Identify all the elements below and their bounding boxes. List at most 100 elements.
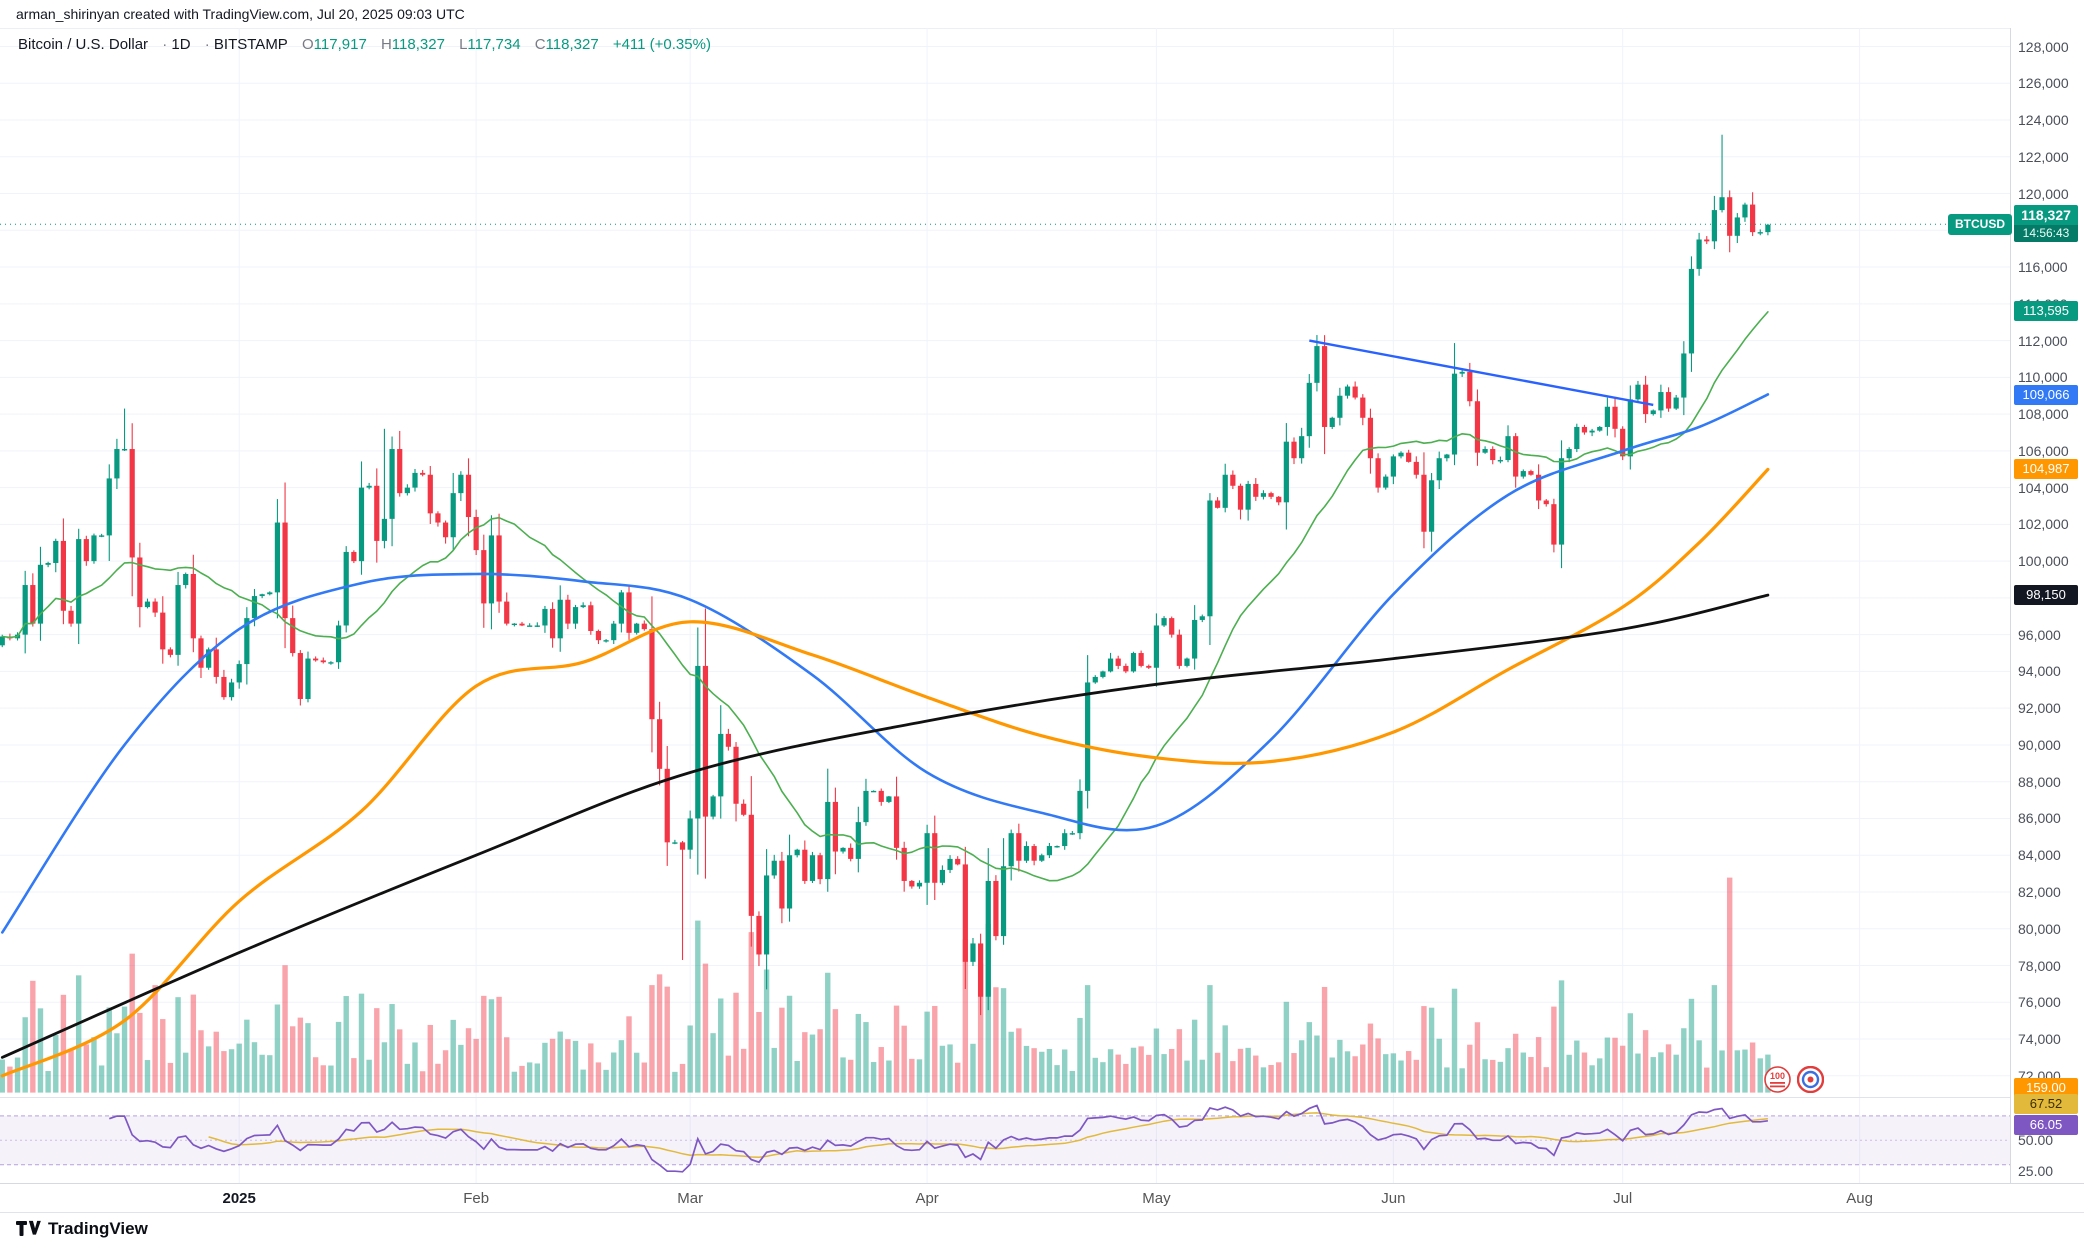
volume-bar [1474, 1022, 1481, 1093]
candle-body [947, 858, 953, 870]
volume-bar [656, 974, 663, 1093]
volume-bar [1390, 1053, 1397, 1093]
hundred-points-sticker-icon[interactable]: 100 [1764, 1066, 1791, 1093]
candle-body [1765, 224, 1771, 233]
volume-bar [1253, 1055, 1259, 1093]
candle-body [358, 487, 365, 562]
candle-body [1688, 268, 1695, 354]
price-tick: 80,000 [2018, 920, 2061, 937]
direct-hit-sticker-icon[interactable] [1796, 1065, 1825, 1094]
volume-bar [1497, 1061, 1504, 1093]
volume-bar [30, 980, 36, 1093]
volume-bar [1031, 1048, 1037, 1093]
trendline[interactable] [1309, 339, 1654, 407]
volume-bar [809, 1034, 816, 1093]
chart-canvas[interactable] [0, 0, 2010, 1183]
sma200-line[interactable] [0, 593, 1770, 1059]
volume-bar [572, 1040, 579, 1093]
candle-body [1635, 384, 1641, 400]
candle-body [779, 860, 785, 909]
volume-bar [542, 1042, 548, 1093]
candle-body [320, 660, 326, 663]
price-tick: 112,000 [2018, 332, 2068, 349]
candle-body [955, 858, 961, 865]
price-axis[interactable]: 128,000126,000124,000122,000120,000118,0… [2010, 28, 2084, 1183]
price-tick: 110,000 [2018, 369, 2068, 386]
volume-bar [1245, 1047, 1251, 1093]
symbol-legend: Bitcoin / U.S. Dollar · 1D · BITSTAMP O1… [18, 36, 711, 53]
candle-body [1352, 386, 1358, 398]
candle-body [1000, 866, 1007, 937]
volume-bar [1298, 1040, 1305, 1093]
candle-body [305, 658, 311, 699]
candle-body [1367, 417, 1374, 459]
candle-body [1299, 436, 1305, 459]
candle-body [878, 790, 884, 802]
candle-body [695, 665, 701, 819]
candle-body [932, 833, 938, 883]
candle-body [1268, 493, 1274, 497]
sma100-line[interactable] [0, 467, 1770, 1078]
volume-bar [267, 1055, 273, 1093]
volume-bar [1115, 1054, 1121, 1093]
exchange-label: BITSTAMP [213, 36, 288, 53]
volume-bar [993, 987, 999, 1093]
volume-bar [374, 1008, 380, 1093]
candle-body [1704, 239, 1710, 242]
rsi-tick: 25.00 [2018, 1163, 2054, 1179]
sma50-line[interactable] [0, 393, 1770, 934]
candle-body [351, 551, 357, 562]
legend-separator: · [162, 36, 168, 53]
rsi-pane[interactable] [109, 1104, 1769, 1173]
tradingview-logo-icon[interactable] [16, 1219, 42, 1244]
volume-bar [98, 1065, 105, 1093]
volume-bar [190, 994, 197, 1093]
volume-bar [343, 996, 349, 1093]
volume-bar [1314, 1035, 1320, 1093]
candles[interactable] [0, 134, 1771, 1016]
volume-bar [649, 985, 655, 1093]
volume-bar [1757, 1058, 1763, 1093]
volume-bar [1344, 1051, 1351, 1093]
tradingview-brand-text[interactable]: TradingView [48, 1219, 148, 1238]
time-axis[interactable]: 2025 Feb Mar Apr May Jun Jul Aug [0, 1183, 2084, 1213]
volume-bar [588, 1043, 594, 1093]
candle-body [274, 522, 281, 593]
volume-bar [1742, 1049, 1748, 1093]
legend-separator: · [204, 36, 210, 53]
price-tick: 88,000 [2018, 773, 2061, 790]
candle-body [618, 592, 624, 624]
volume-bar [1039, 1051, 1045, 1093]
volume-bar [557, 1031, 563, 1093]
symbol-title[interactable]: Bitcoin / U.S. Dollar [18, 36, 149, 53]
candle-body [1016, 833, 1022, 861]
volume-bar [1543, 1067, 1549, 1093]
candle-body [228, 682, 235, 698]
pane-divider[interactable] [0, 1097, 2084, 1098]
candle-body [534, 625, 540, 627]
volume-bar [1268, 1065, 1274, 1093]
candle-body [588, 605, 594, 631]
candle-body [1214, 500, 1221, 508]
volume-bar [832, 1009, 839, 1093]
volume-bar [297, 1017, 304, 1093]
interval-label[interactable]: 1D [171, 36, 191, 53]
volume-ma-label: 159.00 [2014, 1078, 2078, 1098]
volume-bar [1428, 1007, 1435, 1093]
volume-bar [45, 1071, 51, 1093]
volume-bar [1169, 1048, 1175, 1093]
price-tick: 120,000 [2018, 185, 2069, 202]
candle-body [1314, 346, 1320, 383]
candle-body [53, 540, 59, 563]
sma200-price-label: 98,150 [2014, 585, 2078, 606]
volume-bar [1008, 1031, 1014, 1093]
candle-body [1551, 504, 1557, 545]
sma21-line[interactable] [1, 311, 1769, 882]
candle-body [886, 796, 892, 802]
candle-body [381, 518, 388, 541]
candle-body [1085, 682, 1091, 791]
candle-body [565, 599, 571, 624]
candle-body [1237, 485, 1244, 510]
price-tick: 126,000 [2018, 75, 2069, 92]
candle-body [183, 574, 189, 586]
